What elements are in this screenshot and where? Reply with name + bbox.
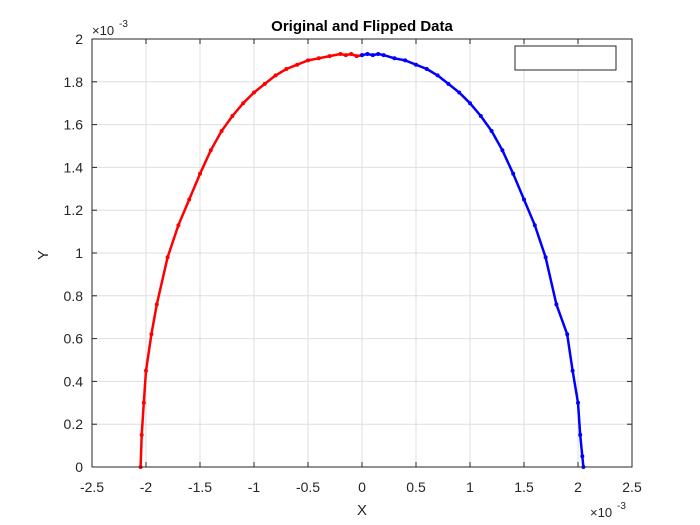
data-point-series-2 [554,302,559,307]
y-tick-label: 0.6 [64,331,84,347]
x-axis-label: X [357,502,367,519]
y-exponent-label: ×10 -3 [92,19,128,38]
data-point-series-2 [522,197,526,202]
data-point-series-2 [532,223,537,228]
data-point-series-1 [154,302,159,307]
data-point-series-1 [295,62,300,67]
x-tick-label: 2.5 [622,479,642,495]
data-point-series-2 [370,53,375,58]
y-tick-labels: 0 0.2 0.4 0.6 0.8 1 1.2 1.4 1.6 1.8 2 [64,31,84,475]
y-exponent-base: ×10 [92,23,114,38]
x-tick-labels: -2.5 -2 -1.5 -1 -0.5 0 0.5 1 1.5 2 2.5 [80,479,642,495]
data-point-series-2 [414,62,418,67]
x-tick-label: 2 [574,479,582,495]
chart-title: Original and Flipped Data [271,18,453,35]
y-tick-label: 0.2 [64,416,84,432]
x-tick-label: -1 [248,479,261,495]
data-point-series-1 [327,54,332,59]
data-point-series-2 [435,73,440,78]
data-point-series-2 [543,255,548,260]
data-point-series-2 [565,332,570,337]
y-axis-label: Y [35,250,52,260]
x-tick-label: -2 [140,479,153,495]
data-point-series-1 [354,54,359,59]
y-tick-label: 2 [75,31,83,47]
data-point-series-2 [365,52,370,56]
x-tick-label: 0.5 [406,479,426,495]
y-tick-label: 1 [75,245,83,261]
x-exponent-power: -3 [617,501,626,512]
data-point-series-2 [446,81,451,86]
y-tick-label: 1.8 [64,74,84,90]
data-point-series-2 [478,114,483,118]
data-point-series-2 [570,368,575,373]
data-point-series-1 [338,52,343,56]
y-tick-label: 0.8 [64,288,84,304]
data-point-series-1 [349,52,354,56]
data-point-series-1 [230,114,235,118]
data-point-series-1 [316,56,321,61]
y-tick-label: 0.4 [64,373,84,389]
data-point-series-1 [219,129,224,133]
data-point-series-2 [576,400,580,405]
legend-box [514,45,617,71]
data-point-series-1 [141,400,146,405]
x-exponent-label: ×10 -3 [590,501,626,520]
data-point-series-2 [403,58,408,63]
x-tick-label: -1.5 [188,479,212,495]
x-tick-label: -2.5 [80,479,104,495]
data-point-series-1 [149,332,154,337]
data-point-series-1 [306,58,310,63]
data-point-series-1 [165,255,170,260]
data-point-series-1 [187,197,192,202]
data-point-series-2 [376,52,381,56]
y-tick-label: 0 [75,459,83,475]
data-point-series-1 [144,368,148,373]
x-tick-label: 0 [358,479,366,495]
x-tick-label: 1 [466,479,474,495]
tick-marks [91,38,633,468]
x-exponent-base: ×10 [590,505,612,520]
data-point-series-2 [457,90,462,95]
data-point-series-2 [392,56,397,61]
data-point-series-2 [500,148,505,153]
data-point-series-2 [489,129,494,133]
data-point-series-1 [139,432,144,437]
y-tick-label: 1.6 [64,117,84,133]
data-point-series-2 [360,53,364,58]
data-point-series-1 [241,101,246,106]
x-tick-label: 1.5 [514,479,534,495]
y-exponent-power: -3 [119,19,128,30]
y-tick-label: 1.2 [64,202,84,218]
data-point-series-2 [578,432,583,437]
data-point-series-1 [273,73,278,78]
y-tick-label: 1.4 [64,159,84,175]
data-point-series-1 [262,81,267,86]
data-point-series-1 [252,90,256,95]
data-point-series-1 [208,148,213,153]
data-point-series-2 [424,67,429,71]
data-point-series-1 [198,171,202,176]
series-layer [138,52,586,469]
data-point-series-1 [176,223,181,228]
plot-area [91,38,633,469]
data-point-series-2 [381,53,386,58]
data-point-series-2 [511,171,516,176]
data-point-series-1 [284,67,289,71]
data-point-series-2 [468,101,472,106]
x-tick-label: -0.5 [296,479,320,495]
data-point-series-1 [343,53,348,58]
data-point-series-2 [580,454,585,459]
